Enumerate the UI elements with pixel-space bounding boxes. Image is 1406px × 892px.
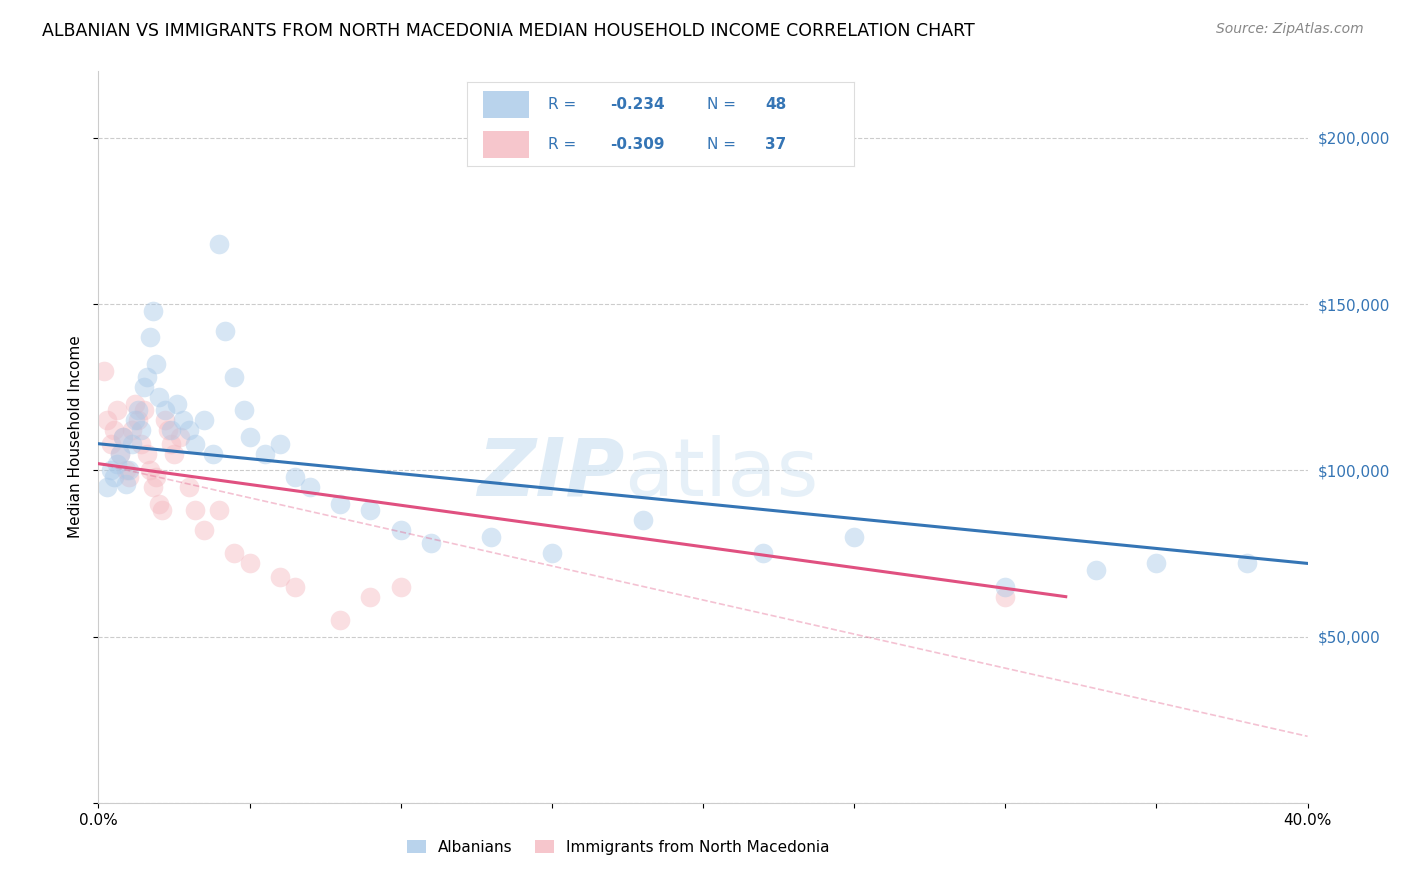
Point [360, 503, 382, 517]
Point [148, 390, 170, 404]
Text: ZIP: ZIP [477, 434, 624, 513]
Point [389, 580, 412, 594]
Point [148, 497, 170, 511]
Point [360, 590, 382, 604]
Point [153, 403, 176, 417]
Point [284, 470, 307, 484]
Point [631, 513, 654, 527]
Point [160, 424, 183, 438]
Point [93, 363, 115, 377]
Text: Source: ZipAtlas.com: Source: ZipAtlas.com [1216, 22, 1364, 37]
Point [127, 413, 149, 427]
Point [124, 397, 146, 411]
Point [994, 590, 1017, 604]
Point [184, 436, 207, 450]
Point [269, 436, 291, 450]
Point [153, 413, 176, 427]
Point [96, 480, 118, 494]
Point [129, 424, 152, 438]
Point [994, 580, 1017, 594]
Point [103, 424, 125, 438]
Point [139, 463, 162, 477]
Point [145, 470, 167, 484]
Point [184, 503, 207, 517]
Point [179, 424, 201, 438]
Point [169, 430, 191, 444]
Point [132, 380, 155, 394]
Point [179, 480, 201, 494]
Point [114, 476, 136, 491]
Point [132, 403, 155, 417]
Point [142, 303, 165, 318]
Point [208, 237, 231, 252]
Point [118, 463, 141, 477]
Point [160, 436, 183, 450]
Y-axis label: Median Household Income: Median Household Income [67, 335, 83, 539]
Point [114, 463, 136, 477]
Point [135, 447, 157, 461]
Point [214, 324, 236, 338]
Point [121, 436, 143, 450]
Point [389, 523, 412, 537]
Point [156, 424, 179, 438]
Point [299, 480, 322, 494]
Point [111, 430, 134, 444]
Point [193, 523, 215, 537]
Point [172, 413, 194, 427]
Text: ALBANIAN VS IMMIGRANTS FROM NORTH MACEDONIA MEDIAN HOUSEHOLD INCOME CORRELATION : ALBANIAN VS IMMIGRANTS FROM NORTH MACEDO… [42, 22, 974, 40]
Point [284, 580, 307, 594]
Point [193, 413, 215, 427]
Point [239, 430, 262, 444]
Point [127, 403, 149, 417]
Point [1144, 557, 1167, 571]
Point [844, 530, 866, 544]
Point [108, 447, 131, 461]
Point [100, 436, 122, 450]
Point [329, 497, 352, 511]
Point [150, 503, 173, 517]
Point [329, 613, 352, 627]
Point [224, 546, 246, 560]
Point [752, 546, 775, 560]
Point [253, 447, 276, 461]
Point [142, 480, 165, 494]
Point [108, 447, 131, 461]
Point [1236, 557, 1258, 571]
Point [139, 330, 162, 344]
Point [135, 370, 157, 384]
Point [111, 430, 134, 444]
Point [239, 557, 262, 571]
Point [96, 413, 118, 427]
Point [420, 536, 443, 550]
Point [129, 436, 152, 450]
Point [166, 397, 188, 411]
Point [163, 447, 186, 461]
Point [105, 457, 128, 471]
Point [121, 424, 143, 438]
Point [118, 470, 141, 484]
Point [124, 413, 146, 427]
Point [1085, 563, 1108, 577]
Point [100, 463, 122, 477]
Legend: Albanians, Immigrants from North Macedonia: Albanians, Immigrants from North Macedon… [401, 834, 835, 861]
Point [202, 447, 225, 461]
Point [481, 530, 503, 544]
Point [208, 503, 231, 517]
Point [103, 470, 125, 484]
Point [145, 357, 167, 371]
Point [540, 546, 562, 560]
Point [224, 370, 246, 384]
Point [232, 403, 254, 417]
Point [269, 570, 291, 584]
Text: atlas: atlas [624, 434, 818, 513]
Point [105, 403, 128, 417]
